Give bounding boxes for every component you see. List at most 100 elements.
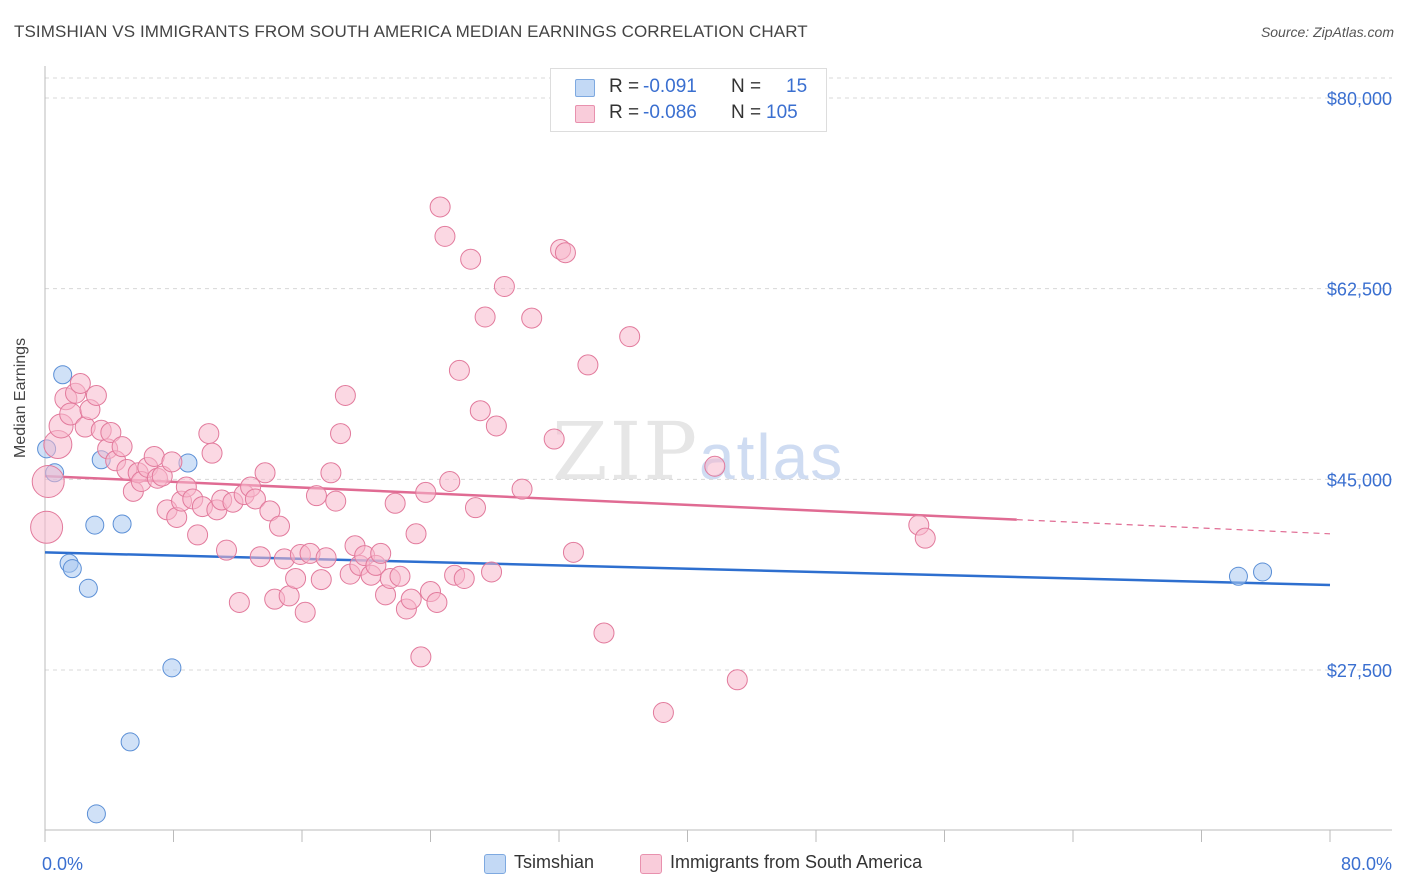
immigrants-point: [201, 442, 223, 464]
immigrants-point: [330, 423, 352, 445]
immigrants-point: [554, 242, 576, 264]
immigrants-point: [69, 372, 91, 394]
tsimshian-point: [85, 515, 105, 535]
bottom-legend-swatch-tsimshian: [484, 854, 506, 874]
immigrants-point: [485, 415, 507, 437]
immigrants-point: [521, 307, 543, 329]
immigrants-point: [405, 523, 427, 545]
immigrants-point: [285, 567, 307, 589]
y-tick-label: $45,000: [1327, 470, 1392, 490]
immigrants-point: [384, 492, 406, 514]
tsimshian-point: [53, 365, 73, 385]
immigrants-point: [562, 541, 584, 563]
tsimshian-point: [62, 559, 82, 579]
immigrants-point: [434, 225, 456, 247]
immigrants-point: [577, 354, 599, 376]
legend-r-value: -0.086: [643, 102, 697, 123]
immigrants-point: [100, 421, 122, 443]
immigrants-point: [389, 565, 411, 587]
immigrants-point: [305, 485, 327, 507]
tsimshian-point: [86, 804, 106, 824]
legend-n-value: 105: [766, 102, 798, 123]
immigrants-point: [914, 527, 936, 549]
immigrants-point: [325, 490, 347, 512]
immigrants-point: [228, 591, 250, 613]
tsimshian-point: [162, 658, 182, 678]
tsimshian-point: [1228, 566, 1248, 586]
immigrants-point: [474, 306, 496, 328]
immigrants-point: [30, 510, 64, 544]
immigrants-point: [511, 478, 533, 500]
immigrants-point: [493, 275, 515, 297]
legend-r-value: -0.091: [643, 76, 697, 97]
immigrants-point: [244, 488, 266, 510]
watermark-atlas: atlas: [699, 421, 845, 493]
immigrants-point: [216, 539, 238, 561]
immigrants-point: [85, 384, 107, 406]
immigrants-point: [310, 569, 332, 591]
tick-labels: $80,000 $62,500 $45,000 $27,500 0.0% 80.0%: [42, 89, 1392, 874]
tsimshian-point: [120, 732, 140, 752]
immigrants-point: [161, 451, 183, 473]
immigrants-point: [187, 524, 209, 546]
immigrants-point: [410, 646, 432, 668]
legend-r-label: R =: [609, 102, 640, 123]
bottom-legend-label: Immigrants from South America: [670, 852, 923, 872]
immigrants-point: [334, 384, 356, 406]
immigrants-point: [426, 591, 448, 613]
watermark: ZIPatlas: [552, 405, 844, 498]
immigrants-point: [460, 248, 482, 270]
immigrants-point: [704, 455, 726, 477]
x-tick-label: 80.0%: [1341, 854, 1392, 874]
y-tick-label: $62,500: [1327, 280, 1392, 300]
immigrants-trend-line: [44, 474, 1017, 521]
immigrants-point: [439, 471, 461, 493]
immigrants-point: [619, 326, 641, 348]
immigrants-point: [111, 436, 133, 458]
tsimshian-point: [112, 514, 132, 534]
y-tick-label: $27,500: [1327, 661, 1392, 681]
immigrants-point: [269, 515, 291, 537]
correlation-legend: R = -0.091 N = 15 R = -0.086 N = 105: [550, 68, 827, 132]
immigrants-point: [481, 561, 503, 583]
immigrants-point: [31, 465, 65, 499]
legend-swatch-tsimshian: [575, 79, 595, 97]
tsimshian-trend-line: [44, 551, 1331, 587]
bottom-legend-swatch-immigrants: [640, 854, 662, 874]
x-tick-label: 0.0%: [42, 854, 83, 874]
immigrants-point: [400, 588, 422, 610]
immigrants-point: [143, 445, 165, 467]
legend-n-label: N =: [731, 102, 762, 123]
axes: [44, 66, 1392, 842]
immigrants-point: [469, 400, 491, 422]
legend-n-value: 15: [786, 76, 808, 97]
tsimshian-point: [1253, 562, 1273, 582]
immigrants-point: [543, 428, 565, 450]
immigrants-point: [453, 567, 475, 589]
bottom-legend-label: Tsimshian: [514, 852, 595, 872]
immigrants-point: [320, 462, 342, 484]
tsimshian-point: [78, 578, 98, 598]
immigrants-point: [249, 546, 271, 568]
watermark-zip: ZIP: [552, 405, 700, 498]
legend-n-label: N =: [731, 76, 762, 97]
immigrants-point: [415, 481, 437, 503]
data-points: [30, 196, 1273, 824]
immigrants-trend-extension: [1016, 519, 1331, 535]
immigrants-point: [198, 423, 220, 445]
immigrants-point: [294, 601, 316, 623]
immigrants-point: [652, 701, 674, 723]
immigrants-point: [254, 462, 276, 484]
immigrants-point: [429, 196, 451, 218]
source-label: Source: ZipAtlas.com: [1260, 24, 1394, 40]
chart-title: TSIMSHIAN VS IMMIGRANTS FROM SOUTH AMERI…: [14, 22, 808, 41]
immigrants-point: [464, 497, 486, 519]
y-tick-label: $80,000: [1327, 89, 1392, 109]
immigrants-point: [726, 669, 748, 691]
immigrants-point: [448, 359, 470, 381]
immigrants-point: [259, 500, 281, 522]
immigrants-point: [370, 542, 392, 564]
legend-r-label: R =: [609, 76, 640, 97]
immigrants-point: [593, 622, 615, 644]
